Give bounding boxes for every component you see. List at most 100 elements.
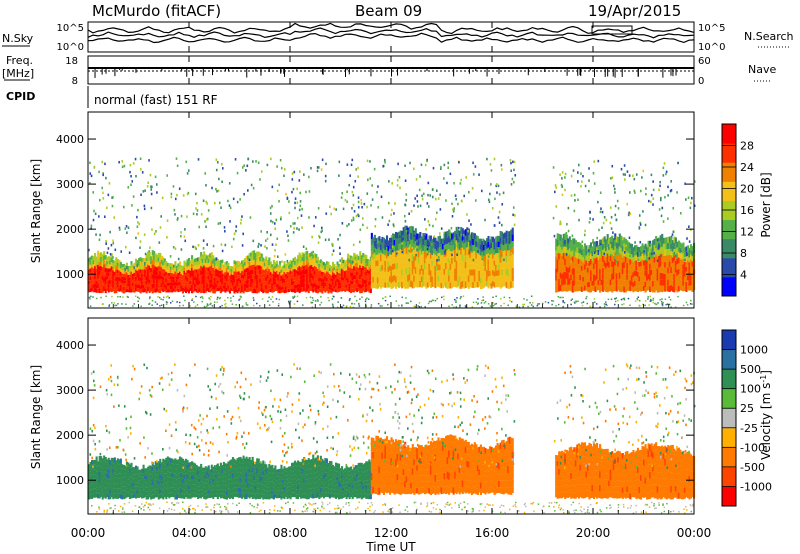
data-cell bbox=[300, 287, 303, 292]
scatter-cell bbox=[154, 175, 157, 179]
scatter-cell bbox=[197, 244, 200, 247]
scatter-cell bbox=[662, 220, 665, 223]
data-cell bbox=[189, 260, 192, 264]
data-cell bbox=[567, 279, 570, 286]
data-cell bbox=[291, 281, 294, 286]
data-cell bbox=[408, 253, 411, 261]
data-cell bbox=[438, 258, 442, 265]
data-cell bbox=[198, 288, 201, 293]
data-cell bbox=[594, 275, 597, 281]
data-cell bbox=[630, 285, 633, 291]
data-cell bbox=[428, 235, 431, 242]
scatter-cell bbox=[105, 242, 107, 246]
data-cell bbox=[213, 281, 216, 286]
data-cell bbox=[256, 274, 259, 280]
data-cell bbox=[278, 278, 282, 283]
data-cell bbox=[476, 276, 479, 282]
data-cell bbox=[650, 253, 653, 260]
data-cell bbox=[605, 280, 608, 287]
scatter-cell bbox=[457, 226, 460, 230]
scatter-cell bbox=[146, 185, 149, 188]
data-cell bbox=[402, 273, 405, 281]
scatter-cell bbox=[129, 163, 132, 167]
scatter-cell bbox=[601, 210, 604, 214]
data-cell bbox=[228, 287, 232, 291]
scatter-cell bbox=[430, 300, 433, 303]
data-cell bbox=[674, 284, 677, 291]
scatter-cell bbox=[645, 187, 647, 190]
data-cell bbox=[393, 269, 396, 275]
data-cell bbox=[375, 283, 378, 289]
data-cell bbox=[169, 263, 172, 267]
data-cell bbox=[359, 255, 362, 261]
data-cell bbox=[679, 258, 682, 264]
data-cell bbox=[222, 270, 225, 274]
data-cell bbox=[467, 282, 470, 289]
data-cell bbox=[673, 261, 676, 268]
data-cell bbox=[180, 274, 183, 277]
data-cell bbox=[95, 280, 98, 285]
data-cell bbox=[586, 277, 590, 283]
data-cell bbox=[583, 269, 587, 275]
data-cell bbox=[139, 281, 142, 286]
scatter-cell bbox=[298, 170, 301, 173]
data-cell bbox=[210, 256, 213, 261]
data-cell bbox=[458, 237, 461, 244]
data-cell bbox=[263, 284, 266, 289]
data-cell bbox=[372, 242, 375, 249]
scatter-cell bbox=[341, 306, 343, 308]
data-cell bbox=[476, 236, 479, 242]
scatter-cell bbox=[296, 295, 299, 297]
data-cell bbox=[365, 283, 368, 288]
data-cell bbox=[307, 271, 310, 276]
data-cell bbox=[461, 241, 464, 248]
scatter-cell bbox=[486, 157, 488, 161]
data-cell bbox=[404, 234, 407, 242]
data-cell bbox=[665, 261, 668, 268]
data-cell bbox=[141, 265, 144, 270]
data-cell bbox=[564, 252, 567, 259]
scatter-cell bbox=[358, 305, 361, 307]
data-cell bbox=[131, 264, 135, 268]
scatter-cell bbox=[440, 227, 443, 230]
data-cell bbox=[600, 273, 603, 280]
data-cell bbox=[437, 253, 440, 259]
scatter-cell bbox=[257, 161, 260, 165]
scatter-cell bbox=[396, 178, 399, 182]
data-cell bbox=[426, 276, 429, 283]
data-cell bbox=[617, 278, 620, 285]
data-cell bbox=[679, 269, 682, 275]
data-cell bbox=[292, 258, 295, 262]
data-cell bbox=[250, 265, 253, 270]
data-cell bbox=[614, 278, 617, 285]
data-cell bbox=[621, 257, 624, 263]
data-cell bbox=[271, 283, 274, 287]
data-cell bbox=[375, 255, 378, 261]
data-cell bbox=[106, 492, 109, 498]
data-cell bbox=[617, 242, 620, 249]
data-cell bbox=[573, 238, 576, 245]
data-cell bbox=[128, 280, 132, 284]
data-cell bbox=[685, 286, 688, 293]
data-cell bbox=[475, 275, 478, 282]
data-cell bbox=[478, 281, 481, 287]
data-cell bbox=[112, 263, 115, 267]
scatter-cell bbox=[629, 212, 632, 216]
data-cell bbox=[677, 240, 680, 247]
data-cell bbox=[508, 276, 511, 283]
data-cell bbox=[98, 493, 101, 499]
scatter-cell bbox=[587, 249, 590, 252]
data-cell bbox=[385, 269, 389, 276]
data-cell bbox=[382, 265, 386, 271]
scatter-cell bbox=[88, 248, 90, 252]
data-cell bbox=[384, 266, 387, 272]
scatter-cell bbox=[685, 252, 688, 255]
data-cell bbox=[388, 265, 392, 271]
data-cell bbox=[237, 281, 241, 285]
data-cell bbox=[192, 259, 195, 264]
data-cell bbox=[360, 272, 363, 277]
data-cell bbox=[665, 237, 668, 244]
scatter-cell bbox=[195, 295, 197, 298]
data-cell bbox=[118, 277, 121, 282]
